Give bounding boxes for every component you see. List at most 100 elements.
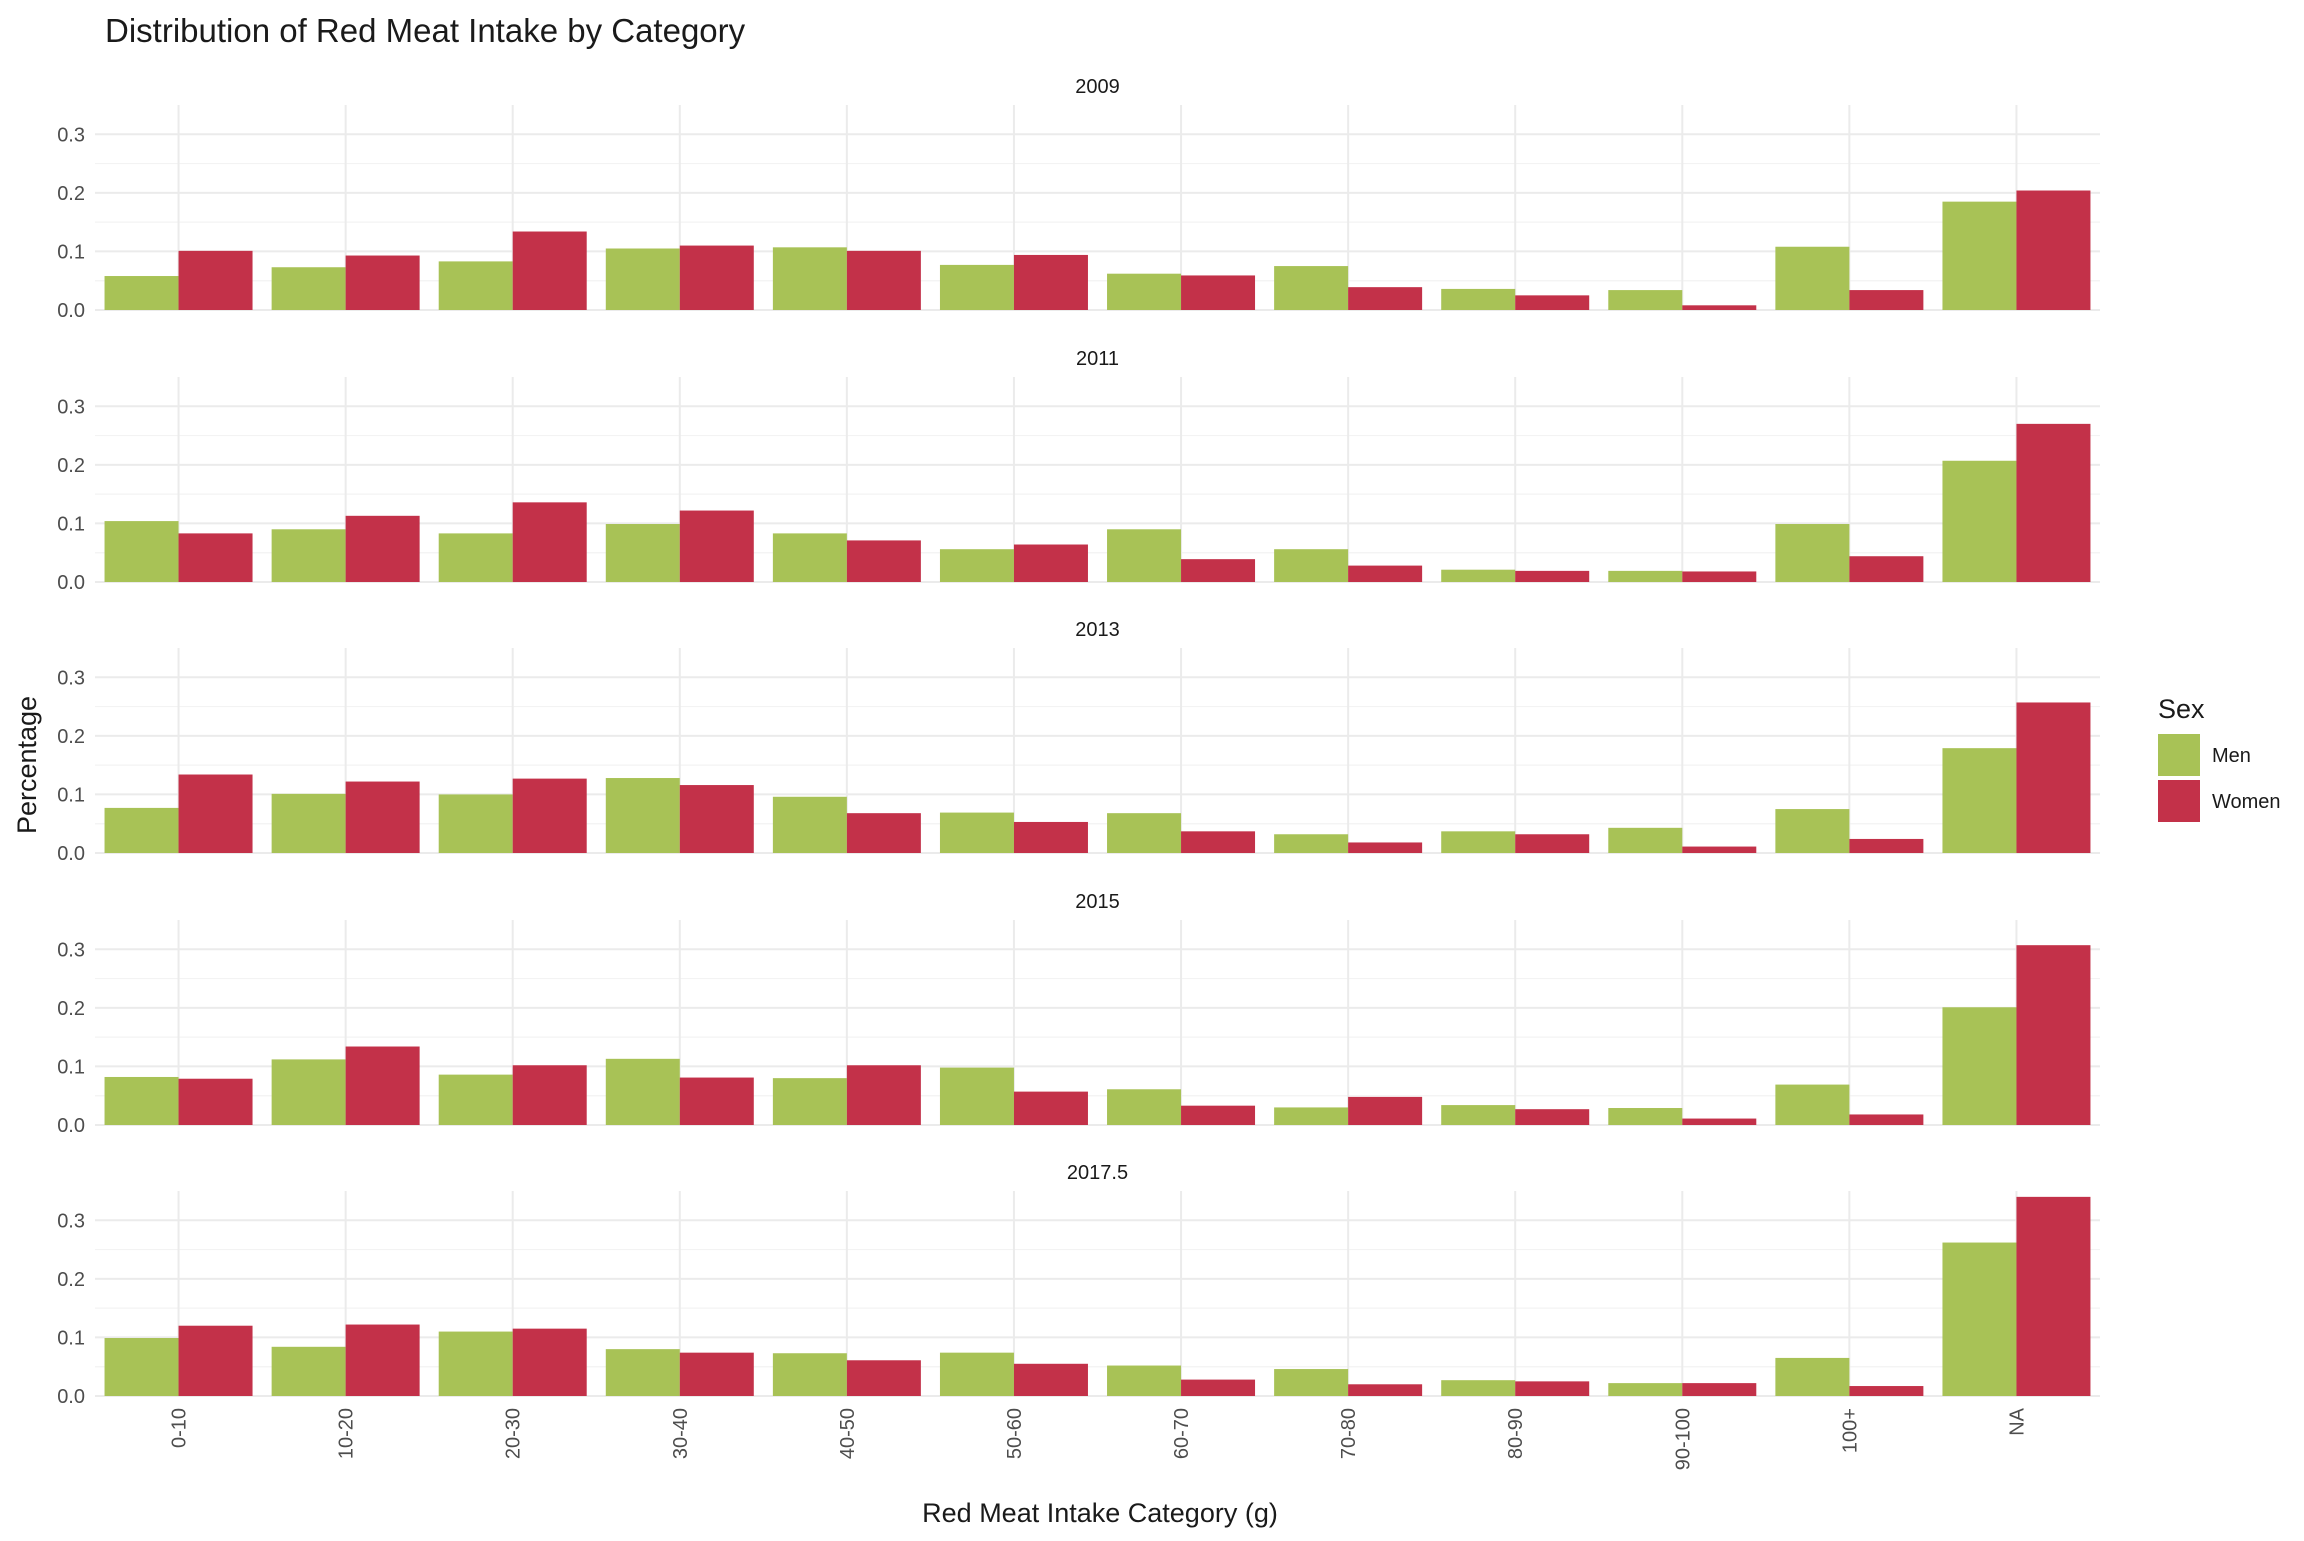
bar-women [1181, 1105, 1256, 1125]
facet-panel: 2015 0.0 0.1 0.2 0.3 [57, 891, 2100, 1137]
bar-men [104, 1076, 179, 1125]
facet-panel: 2013 0.0 0.1 0.2 0.3 [57, 619, 2100, 865]
y-tick-label: 0.3 [57, 667, 85, 689]
bar-women [1013, 544, 1088, 582]
bar-men [1775, 246, 1850, 310]
bar-women [1348, 287, 1423, 310]
x-tick-label: 30-40 [670, 1408, 692, 1459]
bar-women [846, 1360, 921, 1396]
bar-women [846, 1065, 921, 1125]
bar-men [271, 1059, 346, 1125]
bar-women [178, 533, 253, 582]
bar-men [772, 247, 847, 310]
bar-men [1274, 1107, 1349, 1125]
bar-women [345, 1046, 420, 1125]
x-tick-label: 40-50 [837, 1408, 859, 1459]
y-tick-label: 0.0 [57, 1386, 85, 1408]
bar-women [1682, 846, 1757, 853]
bar-women [1013, 821, 1088, 853]
facet-strip-label: 2017.5 [1067, 1162, 1128, 1184]
bar-men [438, 794, 513, 853]
bar-women [1348, 842, 1423, 853]
bar-men [605, 1349, 680, 1396]
bar-women [1849, 1114, 1924, 1125]
bar-men [1608, 570, 1683, 582]
bar-men [1107, 1089, 1182, 1125]
bar-women [345, 255, 420, 310]
bar-men [1608, 1383, 1683, 1396]
y-tick-label: 0.2 [57, 998, 85, 1020]
bar-women [1181, 1379, 1256, 1396]
x-tick-label: 100+ [1839, 1408, 1861, 1453]
bar-men [939, 549, 1014, 582]
bar-men [1608, 827, 1683, 853]
bar-men [271, 793, 346, 853]
y-tick-label: 0.0 [57, 572, 85, 594]
bar-men [1608, 1108, 1683, 1125]
bar-women [1849, 556, 1924, 582]
y-tick-label: 0.0 [57, 1115, 85, 1137]
legend: Sex Men Women [2158, 694, 2281, 822]
y-tick-label: 0.0 [57, 300, 85, 322]
y-axis-title: Percentage [12, 696, 42, 834]
bar-women [1515, 834, 1590, 853]
legend-swatch-men [2158, 734, 2200, 776]
y-tick-label: 0.3 [57, 939, 85, 961]
bar-men [104, 807, 179, 853]
bar-women [1682, 305, 1757, 310]
bar-men [271, 1346, 346, 1396]
bar-women [846, 813, 921, 853]
bar-women [178, 1325, 253, 1396]
bar-women [1013, 254, 1088, 310]
x-tick-label: 0-10 [169, 1408, 191, 1448]
bar-men [271, 529, 346, 582]
y-tick-label: 0.1 [57, 1327, 85, 1349]
x-tick-label: 60-70 [1171, 1408, 1193, 1459]
bar-women [679, 785, 754, 853]
x-tick-label: NA [2006, 1407, 2028, 1435]
bar-men [1107, 813, 1182, 853]
bar-men [605, 248, 680, 310]
bar-women [1348, 1096, 1423, 1125]
bar-men [939, 812, 1014, 853]
facet-strip-label: 2011 [1076, 348, 1119, 370]
bar-men [605, 778, 680, 853]
bar-men [104, 521, 179, 582]
bar-men [1608, 290, 1683, 310]
y-tick-label: 0.0 [57, 843, 85, 865]
bar-men [438, 533, 513, 582]
bar-women [1849, 290, 1924, 310]
y-tick-label: 0.3 [57, 124, 85, 146]
bar-men [772, 1353, 847, 1396]
bar-men [1441, 1105, 1516, 1125]
bar-men [1942, 1242, 2017, 1396]
bar-men [104, 276, 179, 310]
bar-men [1942, 201, 2017, 310]
bar-men [1441, 569, 1516, 582]
facet-panel: 2009 0.0 0.1 0.2 0.3 [57, 76, 2100, 322]
bar-women [1849, 1386, 1924, 1396]
y-tick-label: 0.1 [57, 513, 85, 535]
bar-men [1107, 273, 1182, 310]
bar-men [1775, 1084, 1850, 1125]
bar-women [1013, 1091, 1088, 1125]
legend-label-men: Men [2212, 745, 2251, 767]
bar-women [679, 1352, 754, 1396]
bar-men [1274, 1369, 1349, 1396]
bar-men [1775, 809, 1850, 853]
bar-men [1942, 1007, 2017, 1125]
y-tick-label: 0.2 [57, 455, 85, 477]
bar-men [605, 524, 680, 582]
bar-men [939, 1067, 1014, 1125]
y-tick-label: 0.2 [57, 1269, 85, 1291]
bar-men [1107, 529, 1182, 582]
bar-women [1682, 1118, 1757, 1125]
bar-women [2016, 945, 2091, 1125]
bar-women [1682, 1383, 1757, 1396]
legend-title: Sex [2158, 694, 2205, 724]
x-tick-label: 70-80 [1338, 1408, 1360, 1459]
chart-title: Distribution of Red Meat Intake by Categ… [105, 12, 746, 49]
y-tick-label: 0.2 [57, 726, 85, 748]
bar-women [679, 510, 754, 582]
